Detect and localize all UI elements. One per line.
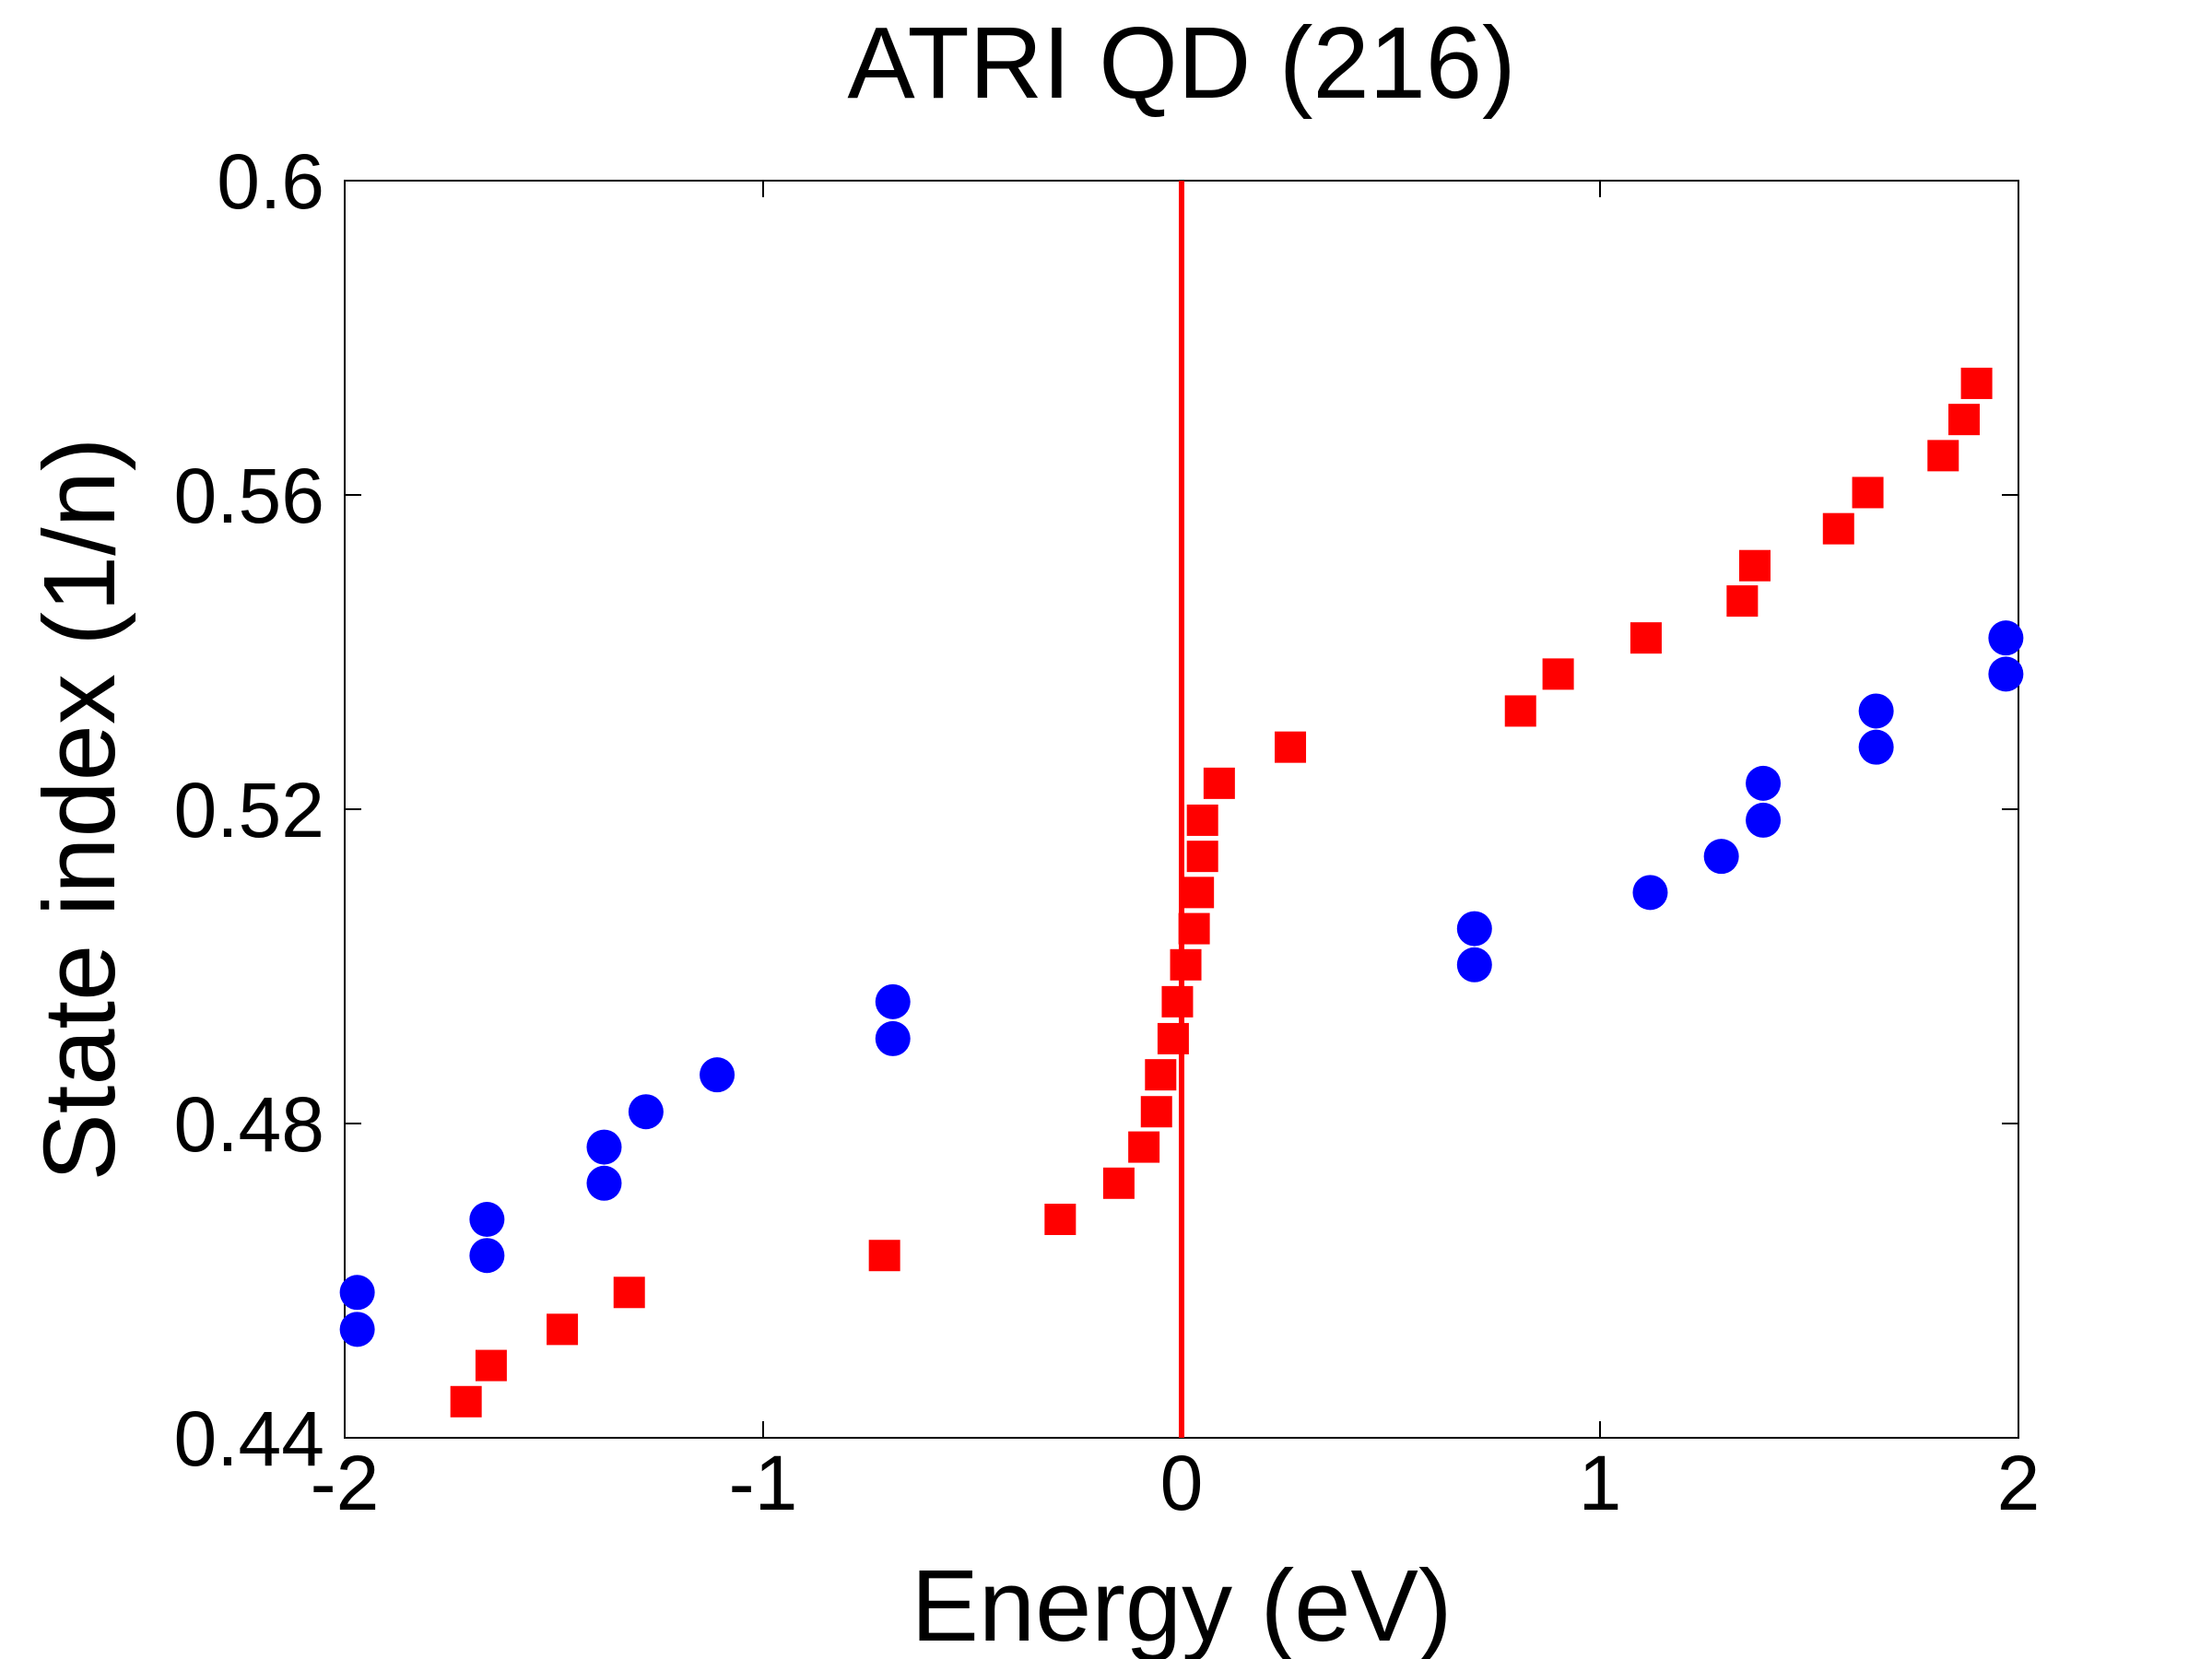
x-tick-label: 2 xyxy=(1997,1440,2041,1526)
data-point-square xyxy=(1102,1167,1135,1199)
data-point-square xyxy=(1822,512,1854,545)
data-point-circle xyxy=(469,1238,505,1274)
data-point-circle xyxy=(339,1312,375,1347)
ticks xyxy=(344,180,2019,1439)
data-points xyxy=(339,367,2024,1418)
data-point-square xyxy=(450,1385,482,1418)
x-tick-label: -1 xyxy=(729,1440,798,1526)
data-point-square xyxy=(1182,877,1215,909)
data-point-circle xyxy=(586,1165,622,1201)
data-point-circle xyxy=(1988,620,2024,656)
y-tick-label: 0.44 xyxy=(174,1395,325,1482)
y-tick-label: 0.48 xyxy=(174,1081,325,1168)
data-point-square xyxy=(1927,440,1959,472)
x-tick-label: 0 xyxy=(1160,1440,1204,1526)
data-point-square xyxy=(1738,549,1771,582)
data-point-square xyxy=(547,1313,579,1346)
data-point-square xyxy=(1726,585,1759,618)
data-point-circle xyxy=(875,1020,911,1056)
data-point-square xyxy=(1044,1204,1077,1236)
data-point-circle xyxy=(1703,839,1739,875)
x-tick-label: 1 xyxy=(1579,1440,1622,1526)
data-point-square xyxy=(1157,1022,1189,1054)
data-point-square xyxy=(1203,767,1235,799)
data-point-square xyxy=(1140,1096,1172,1128)
data-point-circle xyxy=(1632,875,1668,911)
data-point-circle xyxy=(875,983,911,1019)
data-point-circle xyxy=(700,1057,735,1093)
data-point-circle xyxy=(1988,656,2024,692)
data-point-circle xyxy=(586,1129,622,1165)
data-point-square xyxy=(868,1240,900,1272)
data-point-square xyxy=(1275,731,1307,763)
y-axis-label: State index (1/n) xyxy=(23,437,136,1181)
data-point-square xyxy=(1178,912,1210,945)
tick-labels: -2 -1 0 1 2 0.44 0.48 0.52 0.56 0.6 xyxy=(174,138,2041,1526)
data-point-square xyxy=(613,1277,645,1309)
data-point-circle xyxy=(1746,802,1782,838)
data-point-circle xyxy=(1456,911,1492,947)
data-point-circle xyxy=(469,1202,505,1238)
data-point-square xyxy=(1161,985,1194,1018)
data-point-square xyxy=(1960,367,1993,399)
y-tick-label: 0.6 xyxy=(217,138,324,225)
data-point-circle xyxy=(628,1094,664,1130)
y-tick-label: 0.52 xyxy=(174,767,325,853)
data-point-square xyxy=(1128,1131,1160,1163)
data-point-circle xyxy=(1746,765,1782,801)
data-point-square xyxy=(1186,804,1218,836)
chart-title: ATRI QD (216) xyxy=(847,6,1515,120)
y-tick-label: 0.56 xyxy=(174,453,325,539)
data-point-square xyxy=(1852,477,1884,509)
data-point-square xyxy=(1504,695,1536,727)
data-point-square xyxy=(1186,841,1218,873)
x-axis-label: Energy (eV) xyxy=(912,1549,1453,1659)
data-point-square xyxy=(1170,948,1202,981)
data-point-circle xyxy=(1858,729,1894,765)
data-point-circle xyxy=(1858,693,1894,729)
data-point-circle xyxy=(1456,947,1492,982)
data-point-square xyxy=(1542,658,1574,690)
data-point-circle xyxy=(339,1275,375,1311)
x-tick-label: -2 xyxy=(311,1440,380,1526)
series-red-squares xyxy=(450,367,1993,1418)
series-blue-circles xyxy=(339,620,2024,1347)
data-point-square xyxy=(475,1349,507,1382)
data-point-square xyxy=(1630,622,1662,654)
data-point-square xyxy=(1145,1059,1177,1091)
data-point-square xyxy=(1947,404,1980,436)
